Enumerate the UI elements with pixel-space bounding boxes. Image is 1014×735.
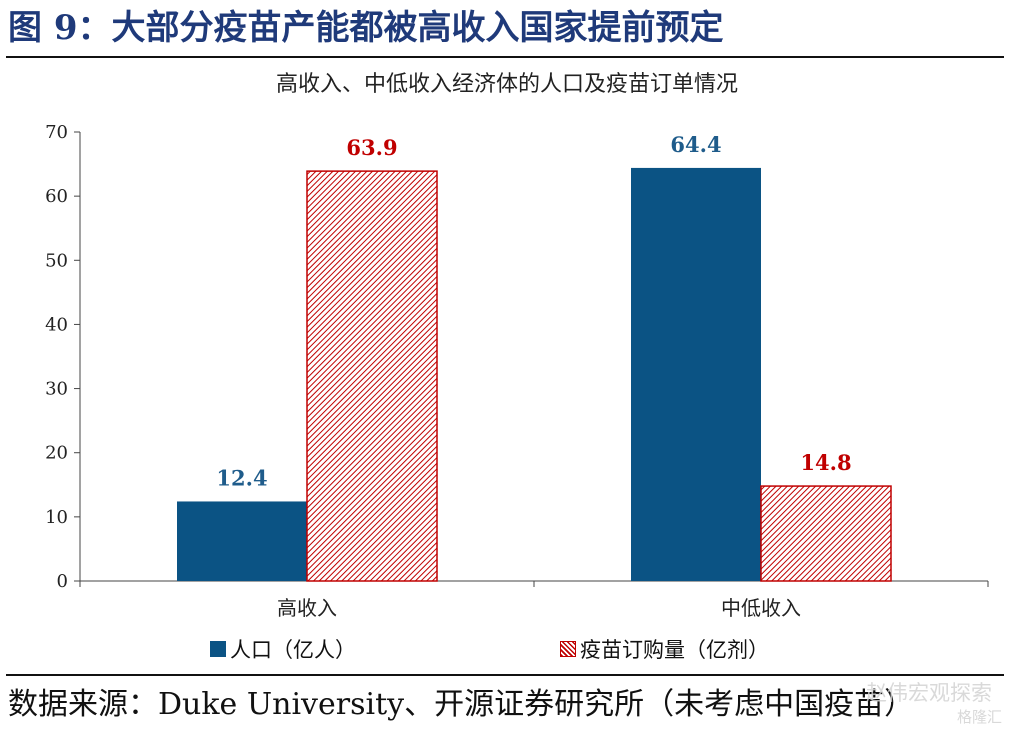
x-category-label-1: 中低收入 [721,596,801,620]
y-tick-label: 50 [45,250,68,271]
legend: 人口（亿人） 疫苗订购量（亿剂） [210,634,910,664]
legend-label-population: 人口（亿人） [230,638,356,662]
bar-vaccine-0 [306,170,438,582]
top-divider [6,56,1004,58]
y-tick-label: 20 [45,443,68,464]
y-tick-label: 0 [57,571,68,592]
watermark: 赵伟宏观探索 格隆汇 [828,678,1008,733]
x-category-label-0: 高收入 [277,596,337,620]
watermark-line-1: 赵伟宏观探索 [866,681,992,705]
y-tick-label: 30 [45,379,68,400]
legend-item-population: 人口（亿人） [210,634,356,664]
bar-population-0 [177,501,307,581]
legend-swatch-vaccine [560,641,576,657]
value-label-population-0: 12.4 [216,465,267,490]
watermark-line-2: 格隆汇 [956,708,1002,726]
y-tick-label: 70 [45,122,68,143]
legend-item-vaccine: 疫苗订购量（亿剂） [560,634,769,664]
bar-population-1 [631,167,761,582]
bar-vaccine-1 [760,485,892,582]
legend-label-vaccine: 疫苗订购量（亿剂） [580,638,769,662]
value-label-vaccine-1: 14.8 [800,450,851,475]
figure-title: 图 9：大部分疫苗产能都被高收入国家提前预定 [8,8,724,48]
value-label-vaccine-0: 63.9 [346,135,397,160]
bottom-divider [6,674,1004,676]
legend-swatch-population [210,641,226,657]
y-tick-label: 60 [45,186,68,207]
y-tick-label: 10 [45,507,68,528]
value-label-population-1: 64.4 [670,132,721,157]
y-tick-label: 40 [45,314,68,335]
source-note: 数据来源：Duke University、开源证券研究所（未考虑中国疫苗） [8,687,915,722]
chart-title: 高收入、中低收入经济体的人口及疫苗订单情况 [275,72,738,97]
